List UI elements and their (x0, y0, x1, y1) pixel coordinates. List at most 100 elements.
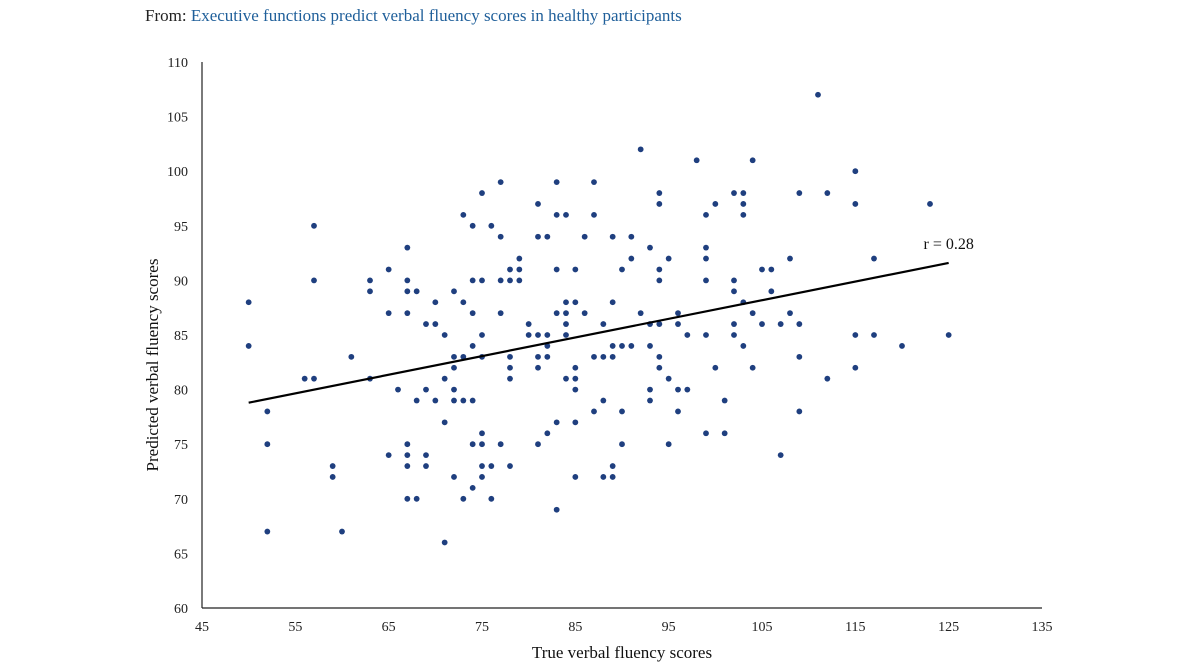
data-point (693, 157, 700, 164)
data-point (609, 343, 616, 349)
data-point (469, 222, 476, 229)
data-point (796, 353, 803, 360)
data-point (479, 463, 485, 469)
data-point (619, 441, 625, 448)
data-point (479, 474, 485, 480)
data-point (777, 452, 784, 459)
x-tick-label: 75 (475, 620, 489, 635)
data-point (479, 332, 485, 338)
x-tick-label: 105 (752, 620, 773, 635)
data-point (768, 266, 775, 273)
x-tick-label: 55 (288, 620, 302, 635)
data-point (600, 321, 607, 327)
data-point (329, 463, 336, 469)
data-point (404, 452, 411, 459)
data-point (385, 266, 392, 273)
data-point (451, 474, 457, 480)
data-point (665, 441, 672, 448)
data-point (731, 190, 737, 196)
data-point (740, 211, 747, 218)
y-tick-label: 110 (168, 56, 188, 71)
data-point (535, 201, 541, 207)
data-point (628, 343, 635, 349)
data-point (423, 463, 429, 469)
data-point (777, 321, 784, 327)
data-point (656, 277, 663, 284)
data-point (535, 441, 541, 448)
data-point (553, 266, 560, 273)
data-point (311, 222, 317, 229)
data-point (553, 419, 560, 426)
data-point (572, 266, 579, 273)
data-point (535, 233, 541, 240)
data-point (619, 408, 625, 415)
data-point (245, 299, 252, 306)
data-point (553, 179, 560, 186)
data-point (497, 277, 504, 284)
data-point (563, 299, 569, 306)
data-point (759, 321, 765, 327)
data-point (385, 452, 392, 459)
data-point (721, 397, 728, 404)
data-point (469, 441, 476, 448)
data-point (469, 310, 476, 317)
data-point (525, 321, 532, 327)
x-tick-label: 45 (195, 620, 209, 635)
y-tick-label: 105 (167, 111, 188, 126)
chart-axes (201, 62, 1042, 609)
data-point (516, 266, 523, 273)
data-point (609, 353, 616, 360)
data-point (628, 255, 635, 262)
data-point (488, 463, 495, 469)
data-point (404, 495, 411, 502)
data-point (367, 288, 373, 295)
data-point (245, 343, 252, 349)
data-point (721, 430, 728, 437)
data-point (731, 321, 737, 327)
data-point (460, 397, 467, 404)
data-point (656, 190, 663, 196)
data-point (404, 288, 411, 295)
data-point (441, 375, 448, 382)
data-point (759, 266, 765, 273)
data-point (385, 310, 392, 317)
data-point (432, 397, 439, 404)
data-point (731, 332, 737, 338)
data-point (404, 310, 411, 317)
data-point (479, 441, 485, 448)
data-point (488, 495, 495, 502)
data-point (647, 343, 653, 349)
data-point (469, 277, 476, 284)
data-point (740, 201, 747, 207)
data-point (563, 332, 569, 338)
data-point (740, 190, 747, 196)
data-point (740, 343, 747, 349)
y-tick-label: 65 (174, 547, 188, 562)
data-point (684, 386, 691, 393)
data-point (675, 321, 681, 327)
data-point (264, 528, 271, 535)
x-tick-label: 135 (1032, 620, 1053, 635)
data-point (469, 343, 476, 349)
data-point (572, 375, 579, 382)
data-point (927, 201, 933, 207)
y-tick-label: 80 (174, 384, 188, 399)
data-point (423, 321, 429, 327)
from-label: From: (145, 6, 187, 25)
y-tick-label: 100 (167, 165, 188, 180)
correlation-annotation: r = 0.28 (923, 236, 973, 253)
data-point (507, 463, 513, 469)
data-point (703, 430, 709, 437)
data-point (488, 222, 495, 229)
data-point (441, 332, 448, 338)
x-tick-labels: 45 55 65 75 85 95 105 115 125 135 (195, 620, 1053, 635)
data-point (469, 484, 476, 491)
data-point (768, 288, 775, 295)
figure-source-line: From: Executive functions predict verbal… (145, 6, 682, 26)
article-title-link[interactable]: Executive functions predict verbal fluen… (190, 6, 682, 25)
data-point (460, 353, 467, 360)
data-point (703, 211, 709, 218)
data-point (656, 201, 663, 207)
data-point (749, 157, 756, 164)
x-axis-title: True verbal fluency scores (532, 643, 712, 662)
